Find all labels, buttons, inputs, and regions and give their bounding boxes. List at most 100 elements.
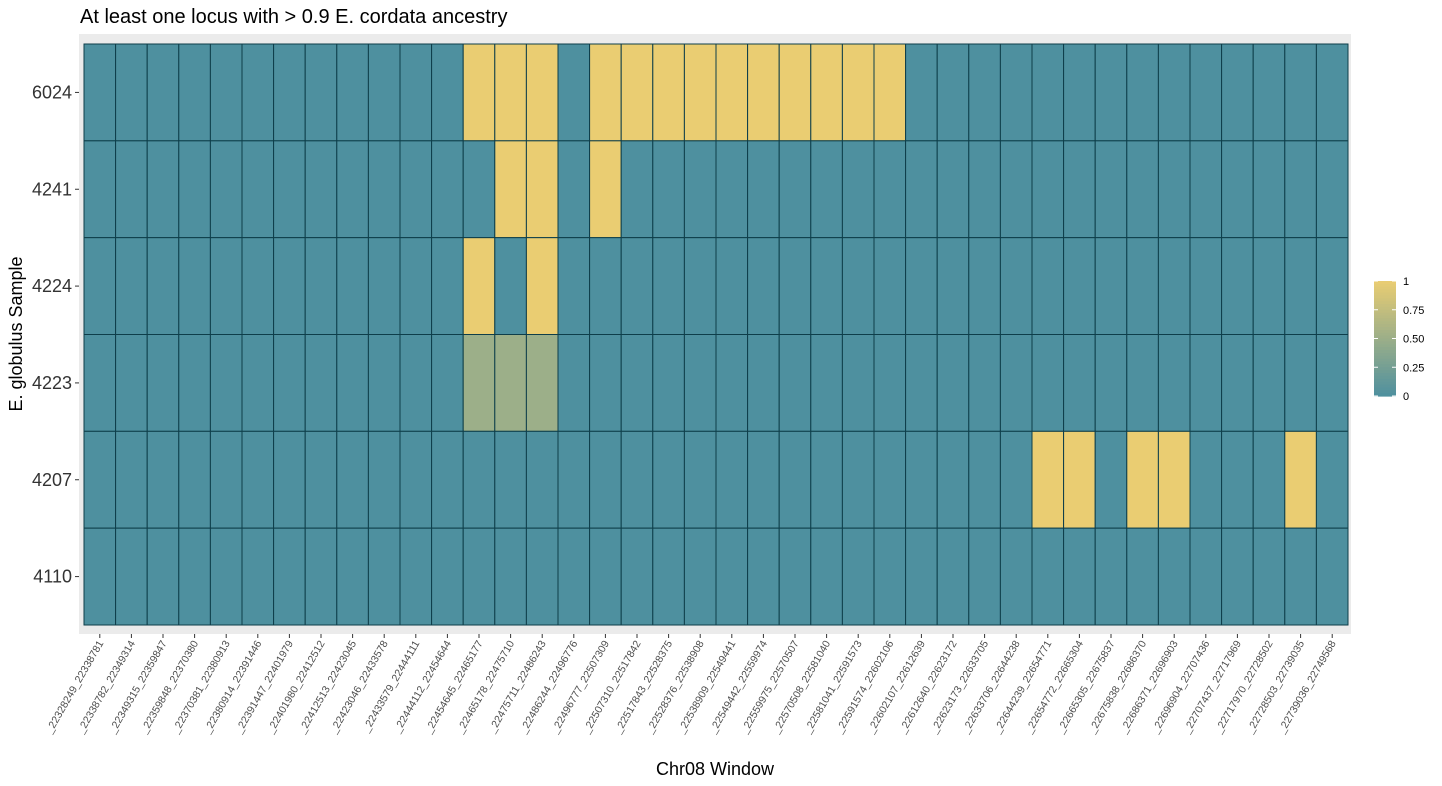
legend-color-step xyxy=(1374,381,1396,386)
heatmap-cell xyxy=(557,140,591,239)
heatmap-cell xyxy=(1315,527,1349,626)
heatmap-cell xyxy=(968,43,1001,142)
legend-label: 0 xyxy=(1403,391,1409,403)
legend-color-step xyxy=(1374,318,1396,322)
heatmap-tiles xyxy=(83,43,1349,626)
heatmap-cell xyxy=(810,527,843,626)
heatmap-cell xyxy=(715,334,749,432)
heatmap-cell xyxy=(1126,430,1159,529)
heatmap-cell xyxy=(431,430,464,529)
heatmap-cell xyxy=(399,237,433,335)
heatmap-cell xyxy=(399,527,433,626)
heatmap-cell xyxy=(304,334,338,432)
heatmap-cell xyxy=(1094,334,1128,432)
heatmap-cell xyxy=(146,334,180,432)
heatmap-cell xyxy=(241,527,275,626)
heatmap-cell xyxy=(715,527,749,626)
heatmap-cell xyxy=(810,43,843,142)
heatmap-cell xyxy=(557,43,591,142)
heatmap-cell xyxy=(336,43,369,142)
heatmap-cell xyxy=(873,527,907,626)
heatmap-cell xyxy=(525,334,559,432)
legend-color-step xyxy=(1374,281,1396,285)
legend-color-step xyxy=(1374,304,1396,308)
heatmap-cell xyxy=(936,43,970,142)
heatmap-cell xyxy=(367,334,401,432)
heatmap-cell xyxy=(273,430,306,529)
heatmap-cell xyxy=(1221,527,1254,626)
heatmap-cell xyxy=(1284,334,1317,432)
legend-label: 1 xyxy=(1403,276,1409,288)
heatmap-cell xyxy=(399,43,433,142)
heatmap-cell xyxy=(209,43,243,142)
heatmap-cell xyxy=(1031,237,1065,335)
heatmap-cell xyxy=(1126,43,1159,142)
heatmap-cell xyxy=(873,140,907,239)
heatmap-cell xyxy=(652,43,685,142)
heatmap-cell xyxy=(115,237,148,335)
heatmap-cell xyxy=(209,237,243,335)
legend-color-step xyxy=(1374,361,1396,365)
heatmap-cell xyxy=(715,237,749,335)
heatmap-cell xyxy=(557,334,591,432)
heatmap-cell xyxy=(241,334,275,432)
heatmap-cell xyxy=(525,430,559,529)
heatmap-cell xyxy=(1189,334,1223,432)
heatmap-cell xyxy=(810,237,843,335)
heatmap-cell xyxy=(589,430,622,529)
heatmap-cell xyxy=(178,527,211,626)
legend-color-step xyxy=(1374,358,1396,363)
heatmap-cell xyxy=(968,140,1001,239)
heatmap-cell xyxy=(431,527,464,626)
heatmap-cell xyxy=(652,237,685,335)
heatmap-cell xyxy=(1189,237,1223,335)
heatmap-cell xyxy=(905,140,938,239)
heatmap-cell xyxy=(999,430,1033,529)
legend-color-step xyxy=(1374,289,1396,294)
heatmap-cell xyxy=(1094,43,1128,142)
heatmap-cell xyxy=(999,140,1033,239)
heatmap-cell xyxy=(241,43,275,142)
legend-color-step xyxy=(1374,292,1396,296)
heatmap-cell xyxy=(747,237,780,335)
heatmap-cell xyxy=(620,43,654,142)
legend-label: 0.50 xyxy=(1403,334,1424,346)
legend-color-step xyxy=(1374,364,1396,368)
heatmap-cell xyxy=(683,527,717,626)
heatmap-cell xyxy=(936,140,970,239)
heatmap-cell xyxy=(241,140,275,239)
heatmap-cell xyxy=(83,237,117,335)
heatmap-cell xyxy=(968,237,1001,335)
legend-color-step xyxy=(1374,327,1396,331)
legend-color-step xyxy=(1374,347,1396,351)
heatmap-cell xyxy=(83,140,117,239)
heatmap-cell xyxy=(1157,43,1191,142)
heatmap-cell xyxy=(747,527,780,626)
heatmap-cell xyxy=(841,237,875,335)
heatmap-cell xyxy=(209,527,243,626)
legend-color-step xyxy=(1374,286,1396,291)
heatmap-cell xyxy=(1284,430,1317,529)
legend-color-step xyxy=(1374,338,1396,342)
legend-color-step xyxy=(1374,306,1396,311)
heatmap-cell xyxy=(494,43,527,142)
heatmap-cell xyxy=(304,140,338,239)
heatmap-cell xyxy=(968,334,1001,432)
heatmap-cell xyxy=(1157,430,1191,529)
heatmap-cell xyxy=(115,527,148,626)
heatmap-cell xyxy=(999,527,1033,626)
heatmap-cell xyxy=(1157,527,1191,626)
heatmap-cell xyxy=(431,237,464,335)
heatmap-cell xyxy=(1315,430,1349,529)
heatmap-cell xyxy=(620,140,654,239)
heatmap-cell xyxy=(83,430,117,529)
heatmap-cell xyxy=(367,237,401,335)
y-tick-label: 4241 xyxy=(32,179,72,199)
heatmap-cell xyxy=(462,527,496,626)
heatmap-cell xyxy=(431,43,464,142)
heatmap-cell xyxy=(525,237,559,335)
heatmap-cell xyxy=(1284,43,1317,142)
heatmap-cell xyxy=(1157,237,1191,335)
heatmap-cell xyxy=(1157,140,1191,239)
legend-color-step xyxy=(1374,370,1396,374)
